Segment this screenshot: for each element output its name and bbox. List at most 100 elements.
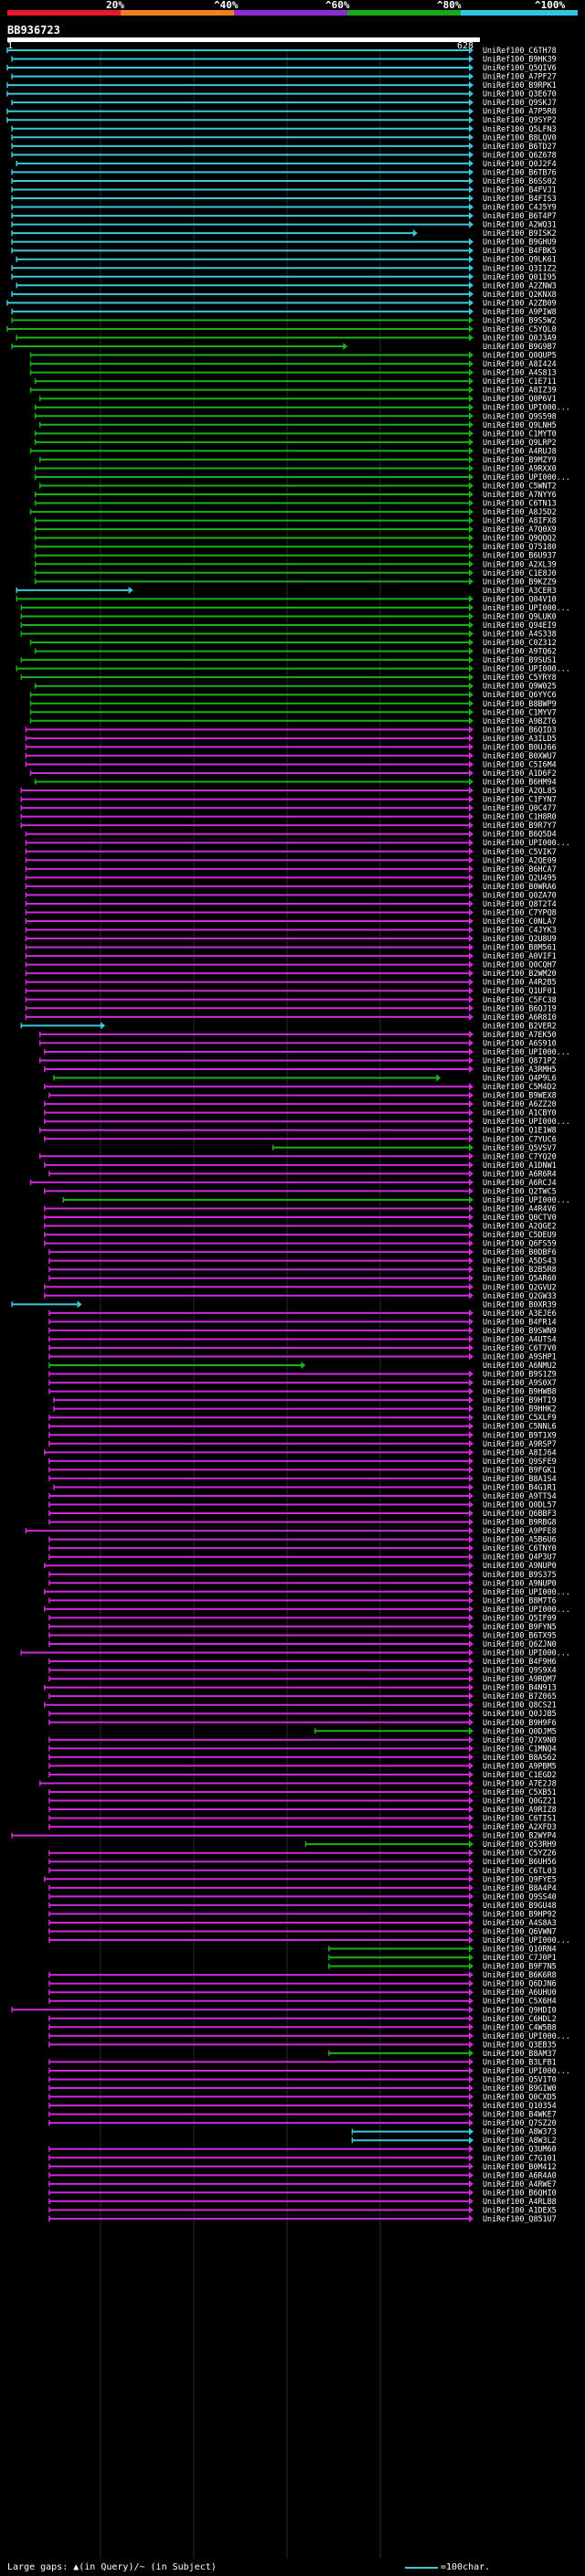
hit-label[interactable]: UniRef100_Q9S9X4 <box>483 1666 557 1675</box>
hit-label[interactable]: UniRef100_A3RMH5 <box>483 1065 557 1074</box>
hit-label[interactable]: UniRef100_B9H9F6 <box>483 1718 557 1727</box>
hit-label[interactable]: UniRef100_B6QHI0 <box>483 2188 557 2197</box>
hit-label[interactable]: UniRef100_Q2GVU2 <box>483 1282 557 1291</box>
hit-label[interactable]: UniRef100_C1FYN7 <box>483 795 557 804</box>
hit-label[interactable]: UniRef100_B9F7N5 <box>483 1962 557 1971</box>
hit-label[interactable]: UniRef100_A9NUP0 <box>483 1578 557 1587</box>
hit-label[interactable]: UniRef100_C5VIK7 <box>483 847 557 856</box>
hit-label[interactable]: UniRef100_B8M561 <box>483 943 557 952</box>
hit-label[interactable]: UniRef100_A3ILD5 <box>483 734 557 743</box>
hit-label[interactable]: UniRef100_Q9S598 <box>483 411 557 420</box>
hit-label[interactable]: UniRef100_B6TB76 <box>483 167 557 176</box>
hit-label[interactable]: UniRef100_Q2TWC5 <box>483 1186 557 1195</box>
hit-label[interactable]: UniRef100_Q2KNX8 <box>483 290 557 299</box>
hit-label[interactable]: UniRef100_UPI000... <box>483 664 570 673</box>
hit-label[interactable]: UniRef100_Q9W025 <box>483 682 557 691</box>
hit-label[interactable]: UniRef100_Q53RH9 <box>483 1839 557 1849</box>
hit-label[interactable]: UniRef100_C7YQ20 <box>483 1151 557 1161</box>
hit-label[interactable]: UniRef100_A6S910 <box>483 1038 557 1047</box>
hit-label[interactable]: UniRef100_B2B5R8 <box>483 1265 557 1274</box>
hit-label[interactable]: UniRef100_Q6FS59 <box>483 1239 557 1248</box>
hit-label[interactable]: UniRef100_C5X6H4 <box>483 1997 557 2006</box>
hit-label[interactable]: UniRef100_Q4P3U7 <box>483 1553 557 1562</box>
hit-label[interactable]: UniRef100_Q0CQH7 <box>483 960 557 970</box>
hit-label[interactable]: UniRef100_A2XL39 <box>483 559 557 568</box>
hit-label[interactable]: UniRef100_UPI000... <box>483 1117 570 1126</box>
hit-label[interactable]: UniRef100_A6NMU2 <box>483 1361 557 1370</box>
hit-label[interactable]: UniRef100_A9PBM5 <box>483 1761 557 1770</box>
hit-label[interactable]: UniRef100_Q5LFN3 <box>483 124 557 133</box>
hit-label[interactable]: UniRef100_A2ZB09 <box>483 298 557 307</box>
hit-label[interactable]: UniRef100_UPI000... <box>483 838 570 847</box>
hit-label[interactable]: UniRef100_Q9QQQ2 <box>483 534 557 543</box>
hit-label[interactable]: UniRef100_A4UTS4 <box>483 1334 557 1343</box>
hit-label[interactable]: UniRef100_Q0DJM5 <box>483 1726 557 1735</box>
hit-label[interactable]: UniRef100_Q0C477 <box>483 803 557 812</box>
hit-label[interactable]: UniRef100_Q5AR60 <box>483 1274 557 1283</box>
hit-label[interactable]: UniRef100_Q1E1W8 <box>483 1126 557 1135</box>
hit-label[interactable]: UniRef100_A6UHU0 <box>483 1988 557 1997</box>
hit-label[interactable]: UniRef100_B6Q5D4 <box>483 830 557 839</box>
hit-label[interactable]: UniRef100_A0VIF1 <box>483 951 557 960</box>
hit-label[interactable]: UniRef100_C5XLF9 <box>483 1413 557 1422</box>
hit-label[interactable]: UniRef100_B6TX95 <box>483 1630 557 1639</box>
hit-label[interactable]: UniRef100_B0WRA6 <box>483 882 557 891</box>
hit-label[interactable]: UniRef100_A7PF27 <box>483 72 557 81</box>
hit-label[interactable]: UniRef100_B9R7Y7 <box>483 821 557 830</box>
hit-label[interactable]: UniRef100_Q04V10 <box>483 594 557 603</box>
hit-label[interactable]: UniRef100_A8W373 <box>483 2127 557 2136</box>
hit-label[interactable]: UniRef100_Q6BBF3 <box>483 1509 557 1518</box>
hit-label[interactable]: UniRef100_UPI000... <box>483 1195 570 1204</box>
hit-label[interactable]: UniRef100_B9FGK1 <box>483 1465 557 1474</box>
hit-label[interactable]: UniRef100_C4JYK3 <box>483 926 557 935</box>
hit-label[interactable]: UniRef100_Q75180 <box>483 542 557 551</box>
hit-label[interactable]: UniRef100_Q0CTV0 <box>483 1213 557 1222</box>
hit-label[interactable]: UniRef100_Q7X9N0 <box>483 1735 557 1744</box>
hit-label[interactable]: UniRef100_B6SS02 <box>483 176 557 186</box>
hit-label[interactable]: UniRef100_A9NUP0 <box>483 1561 557 1570</box>
hit-label[interactable]: UniRef100_Q6VWN7 <box>483 1926 557 1935</box>
hit-label[interactable]: UniRef100_Q0J2F4 <box>483 159 557 168</box>
hit-label[interactable]: UniRef100_C6HDL2 <box>483 2014 557 2023</box>
hit-label[interactable]: UniRef100_UPI000... <box>483 603 570 612</box>
hit-label[interactable]: UniRef100_C6TN13 <box>483 499 557 508</box>
hit-label[interactable]: UniRef100_Q8CS21 <box>483 1701 557 1710</box>
hit-label[interactable]: UniRef100_Q9LK61 <box>483 255 557 264</box>
hit-label[interactable]: UniRef100_A2QE09 <box>483 855 557 864</box>
hit-label[interactable]: UniRef100_C1MYT0 <box>483 429 557 438</box>
hit-label[interactable]: UniRef100_B6HCA7 <box>483 864 557 874</box>
hit-label[interactable]: UniRef100_Q0JJB5 <box>483 1709 557 1718</box>
hit-label[interactable]: UniRef100_B9RPK1 <box>483 80 557 90</box>
hit-label[interactable]: UniRef100_B8M7T6 <box>483 1595 557 1605</box>
hit-label[interactable]: UniRef100_B8LQV0 <box>483 133 557 142</box>
hit-label[interactable]: UniRef100_UPI000... <box>483 1587 570 1596</box>
hit-label[interactable]: UniRef100_Q4P9L6 <box>483 1074 557 1083</box>
hit-label[interactable]: UniRef100_A9S0X7 <box>483 1378 557 1387</box>
hit-label[interactable]: UniRef100_Q5QIV6 <box>483 63 557 72</box>
hit-label[interactable]: UniRef100_Q3I1Z2 <box>483 263 557 272</box>
hit-label[interactable]: UniRef100_C5FC38 <box>483 995 557 1004</box>
hit-label[interactable]: UniRef100_A9SHP1 <box>483 1352 557 1362</box>
hit-label[interactable]: UniRef100_B9GU48 <box>483 1901 557 1910</box>
hit-label[interactable]: UniRef100_A4S338 <box>483 630 557 639</box>
hit-label[interactable]: UniRef100_A9PIW8 <box>483 307 557 316</box>
hit-label[interactable]: UniRef100_B6T4P7 <box>483 211 557 220</box>
hit-label[interactable]: UniRef100_Q3UM60 <box>483 2145 557 2154</box>
hit-label[interactable]: UniRef100_B0M412 <box>483 2162 557 2171</box>
hit-label[interactable]: UniRef100_Q9HDI0 <box>483 2005 557 2014</box>
hit-label[interactable]: UniRef100_B4FR14 <box>483 1317 557 1326</box>
hit-label[interactable]: UniRef100_C7J0P1 <box>483 1953 557 1962</box>
hit-label[interactable]: UniRef100_A8IFX8 <box>483 516 557 525</box>
hit-label[interactable]: UniRef100_B6HM94 <box>483 778 557 787</box>
hit-label[interactable]: UniRef100_C4W5B8 <box>483 2022 557 2031</box>
hit-label[interactable]: UniRef100_Q1UF01 <box>483 986 557 995</box>
hit-label[interactable]: UniRef100_C6TL03 <box>483 1866 557 1875</box>
hit-label[interactable]: UniRef100_B4N913 <box>483 1683 557 1692</box>
hit-label[interactable]: UniRef100_B6UH56 <box>483 1857 557 1866</box>
hit-label[interactable]: UniRef100_Q9LRP2 <box>483 438 557 447</box>
hit-label[interactable]: UniRef100_UPI000... <box>483 472 570 482</box>
hit-label[interactable]: UniRef100_B4FBK5 <box>483 246 557 255</box>
hit-label[interactable]: UniRef100_A6ZZ20 <box>483 1099 557 1108</box>
hit-label[interactable]: UniRef100_B9G9B7 <box>483 342 557 351</box>
hit-label[interactable]: UniRef100_B9T1X9 <box>483 1430 557 1439</box>
